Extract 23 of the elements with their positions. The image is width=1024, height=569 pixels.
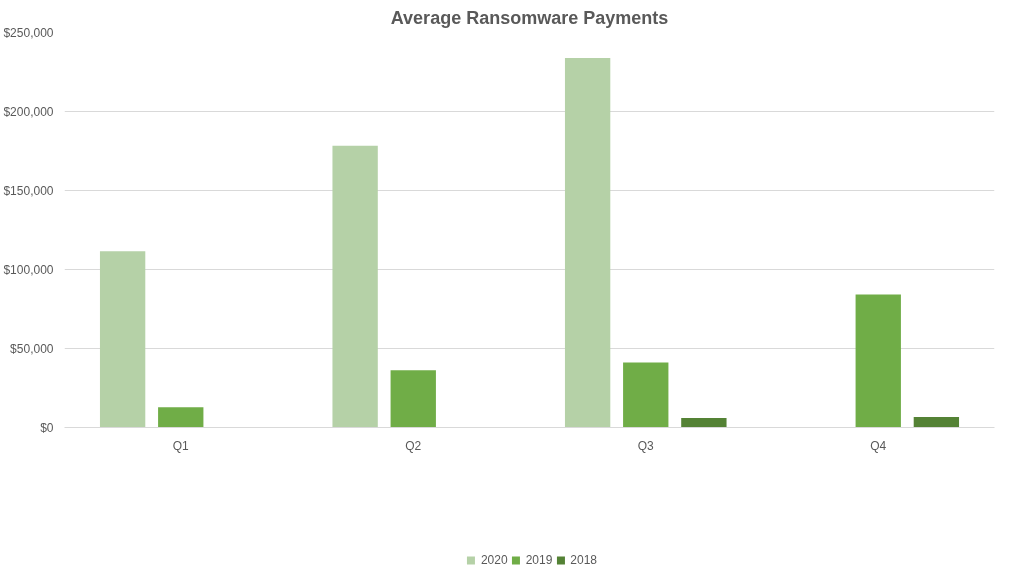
- x-tick-label: Q3: [637, 438, 655, 453]
- y-tick-label: $50,000: [10, 341, 54, 356]
- y-tick-label: $100,000: [3, 262, 54, 277]
- y-tick-label: $0: [40, 420, 54, 435]
- bar: [390, 370, 436, 428]
- legend-label: 2019: [525, 553, 553, 568]
- y-tick-label: $250,000: [3, 25, 54, 40]
- legend-label: 2020: [480, 553, 508, 568]
- bar: [564, 58, 611, 428]
- legend-label: 2018: [570, 553, 598, 568]
- bar: [623, 362, 669, 428]
- bar: [681, 418, 727, 428]
- chart-title: Average Ransomware Payments: [390, 7, 669, 28]
- bar: [332, 145, 378, 428]
- bar: [99, 251, 146, 428]
- bar: [913, 416, 960, 428]
- y-tick-label: $200,000: [3, 104, 54, 119]
- bar: [855, 294, 901, 428]
- x-tick-label: Q4: [870, 438, 887, 453]
- bar: [158, 407, 204, 428]
- x-tick-label: Q1: [172, 438, 190, 453]
- x-tick-label: Q2: [405, 438, 422, 453]
- y-tick-label: $150,000: [3, 183, 54, 198]
